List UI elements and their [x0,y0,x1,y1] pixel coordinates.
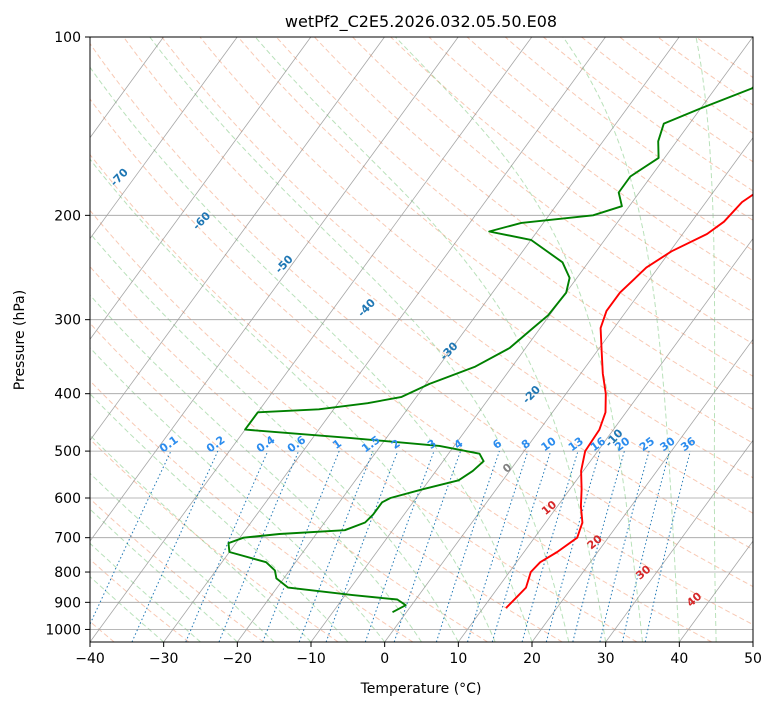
x-tick-label: 10 [449,651,467,667]
dry-adiabat [352,37,753,345]
y-tick-label: 700 [54,531,81,547]
mixing-ratio-line [621,450,671,642]
dry-adiabat [275,37,753,410]
x-tick-label: 20 [523,651,541,667]
moist-adiabat [394,37,643,642]
mixing-ratio-line [90,450,172,626]
plot-frame [89,36,754,643]
y-tick-label: 800 [54,565,81,581]
mixing-ratio-line [435,450,500,642]
isotherm-line [90,37,533,642]
y-tick-label: 600 [54,491,81,507]
dry-adiabat [90,153,712,642]
mixing-ratio-line [521,450,579,642]
temperature-profile [505,193,753,609]
dry-adiabat [90,265,563,642]
moist-adiabat [90,393,349,642]
x-tick-label: 30 [597,651,615,667]
dry-adiabat [90,322,488,642]
x-tick-label: 40 [670,651,688,667]
moist-adiabat [90,66,533,642]
x-tick-label: 50 [744,651,762,667]
mixing-ratio-line [364,450,435,642]
isotherm-line [605,439,753,642]
dry-adiabat [90,98,753,626]
moist-adiabat [90,158,496,642]
isotherm-line [457,237,753,642]
moist-adiabat [695,37,717,642]
y-axis-label: Pressure (hPa) [12,290,28,390]
dry-adiabat [504,37,753,221]
y-tick-label: 200 [54,208,81,224]
mixing-ratio-line [218,450,300,642]
isotherm-line [163,37,606,642]
dry-adiabat [390,37,753,313]
mixing-ratio-line [572,450,625,642]
dry-adiabat [581,37,753,163]
y-tick-label: 1000 [45,622,81,638]
dry-adiabat [428,37,753,282]
mixing-ratio-line [131,450,219,642]
moist-adiabat [90,347,386,642]
mixing-ratio-line [644,450,691,642]
isotherm-line [90,37,385,441]
x-tick-label: −40 [75,651,105,667]
moist-adiabat [90,232,459,642]
isotherm-line [236,37,680,642]
x-tick-label: −10 [296,651,326,667]
dry-adiabat [161,37,753,514]
isotherm-line [90,37,238,240]
y-tick-label: 100 [54,30,81,46]
isotherm-line [90,37,312,341]
moist-adiabat [562,37,680,642]
y-tick-label: 900 [54,595,81,611]
x-tick-label: −20 [223,651,253,667]
dry-adiabat [314,37,753,377]
dry-adiabat [123,37,753,551]
mixing-ratio-line [491,450,552,642]
y-tick-label: 300 [54,313,81,329]
dry-adiabat [90,209,638,642]
x-tick-label: 0 [380,651,389,667]
y-axis: 100 200 300 400 500 600 700 800 900 1000 [45,30,90,638]
isotherm-line [310,37,753,642]
series-layer [227,86,753,614]
mixing-ratio-line [467,450,529,642]
isotherm-line [90,37,459,542]
dry-adiabat [199,37,753,479]
y-tick-label: 400 [54,387,81,403]
x-axis: −40 −30 −20 −10 0 10 20 30 40 50 [75,642,762,667]
x-axis-label: Temperature (°C) [360,681,482,697]
dewpoint-profile [227,86,753,614]
x-tick-label: −30 [149,651,179,667]
moist-adiabat [254,37,607,642]
chart-title: wetPf2_C2E5.2026.032.05.50.E08 [285,12,557,32]
dry-adiabat [90,42,753,588]
dry-adiabat [90,498,264,642]
dry-adiabat [237,37,753,444]
y-tick-label: 500 [54,444,81,460]
mixing-ratio-line [599,450,650,642]
grid-layer [90,37,753,642]
mixing-ratio-line [545,450,601,642]
moist-adiabat [149,37,570,642]
mixing-ratio-line [185,450,269,642]
